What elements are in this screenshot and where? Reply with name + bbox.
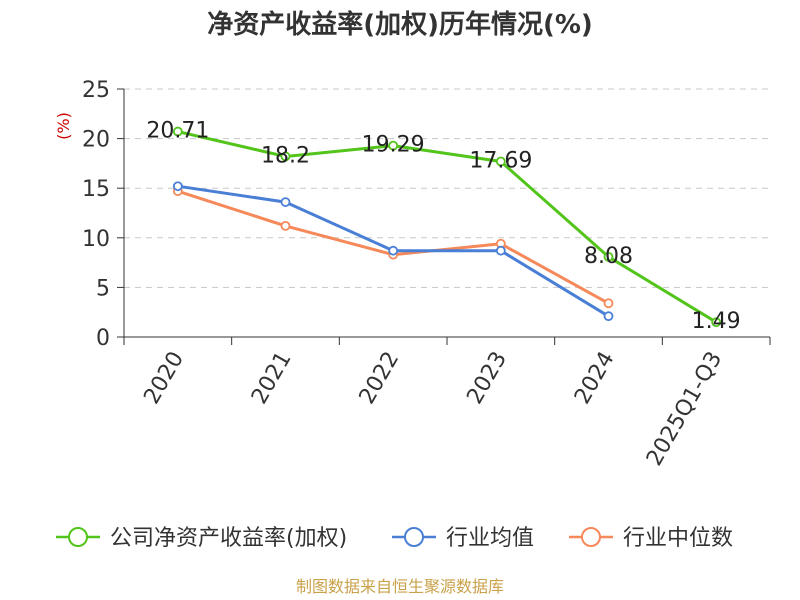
data-point [495,245,506,256]
data-point [603,298,614,309]
data-point [388,245,399,256]
legend-label: 行业中位数 [623,526,733,551]
y-axis-unit-label: (%) [54,112,73,140]
source-note: 制图数据来自恒生聚源数据库 [296,577,504,596]
data-point [603,311,614,322]
x-tick-label: 2021 [247,348,297,409]
series-lines [172,126,722,328]
series-line [177,130,717,324]
data-label: 18.2 [261,143,310,168]
legend-marker [581,527,601,547]
legend-label: 行业均值 [446,526,534,551]
data-labels: 20.71 18.2 19.29 17.69 8.08 1.49 [146,119,740,335]
legend-marker [68,527,88,547]
data-point [603,251,614,262]
y-tick-label: 5 [96,276,110,301]
legend-marker [404,527,424,547]
legend: 公司净资产收益率(加权) 行业均值 行业中位数 [56,526,733,551]
chart-title: 净资产收益率(加权)历年情况(%) [207,9,593,40]
legend-label: 公司净资产收益率(加权) [110,526,347,551]
data-label: 17.69 [469,149,532,174]
y-tick-label: 15 [82,177,110,202]
data-label: 19.29 [362,133,425,158]
data-point [495,156,506,167]
y-tick-label: 0 [96,326,110,351]
data-point [172,126,183,137]
y-tick-label: 25 [82,78,110,103]
data-point [172,181,183,192]
gridlines [124,88,770,288]
x-tick-label: 2020 [139,348,189,409]
data-label: 8.08 [584,244,633,269]
data-point [711,317,722,328]
x-tick-label: 2024 [570,348,620,409]
y-tick-label: 10 [82,227,110,252]
data-label: 1.49 [692,309,741,334]
x-tick-label: 2025Q1-Q3 [642,348,727,471]
data-point [280,197,291,207]
x-tick-label: 2023 [462,348,512,409]
y-tick-label: 20 [82,128,110,153]
data-point [388,140,399,151]
data-point [280,220,291,231]
x-tick-label: 2022 [355,348,405,409]
data-point [280,151,291,162]
data-label: 20.71 [146,119,209,144]
